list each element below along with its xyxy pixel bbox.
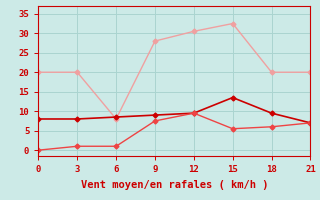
X-axis label: Vent moyen/en rafales ( km/h ): Vent moyen/en rafales ( km/h )	[81, 180, 268, 190]
